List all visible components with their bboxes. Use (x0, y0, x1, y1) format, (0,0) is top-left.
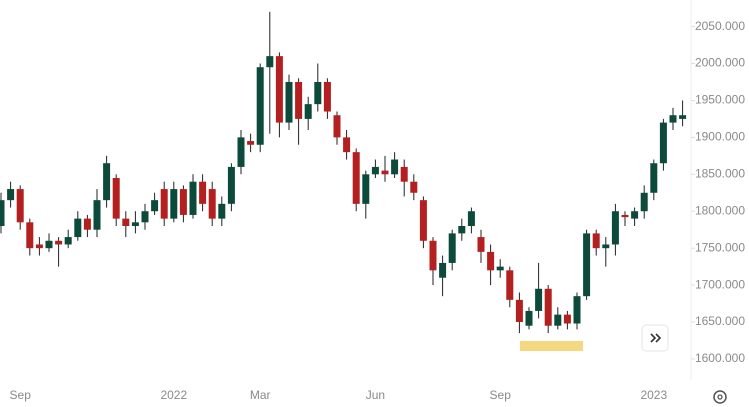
candle-body (544, 288, 552, 326)
candle-body (83, 218, 91, 230)
candle-body (160, 189, 168, 219)
candle-body (631, 211, 639, 219)
y-tick-label: 1700.000 (695, 277, 745, 291)
candle-body (333, 115, 341, 138)
candle-body (343, 137, 351, 153)
candle-body (410, 181, 418, 193)
candle-body (7, 189, 15, 201)
candle-body (247, 141, 255, 145)
candle-body (458, 226, 466, 234)
candle-body (26, 222, 34, 249)
x-tick-label: Mar (250, 388, 271, 402)
candle-body (448, 233, 456, 263)
x-tick-label: Sep (490, 388, 512, 402)
candle-body (275, 56, 283, 123)
gear-center (717, 394, 723, 400)
candle-body (0, 200, 5, 227)
candle-body (592, 233, 600, 249)
candle-body (112, 177, 120, 219)
y-tick-label: 1850.000 (695, 166, 745, 180)
candle-body (573, 296, 581, 324)
candle-body (323, 81, 331, 112)
y-tick-label: 1900.000 (695, 130, 745, 144)
y-tick-label: 2000.000 (695, 56, 745, 70)
candle-body (151, 200, 159, 212)
candle-body (266, 56, 274, 68)
candle-body (381, 170, 389, 175)
candle-body (554, 314, 562, 326)
candle-body (35, 244, 43, 249)
candle-body (237, 137, 245, 167)
candle-body (640, 192, 648, 212)
candle-body (170, 189, 178, 219)
candle-body (621, 214, 629, 218)
candle-body (256, 67, 264, 145)
candle-body (477, 237, 485, 252)
candle-body (679, 115, 687, 119)
candle-body (103, 163, 111, 201)
candle-body (467, 211, 475, 227)
candle-body (535, 288, 543, 311)
candle-body (650, 163, 658, 193)
candle-body (506, 270, 514, 300)
x-tick-label: Jun (366, 388, 385, 402)
candle-body (439, 262, 447, 278)
y-tick-label: 1600.000 (695, 351, 745, 365)
candle-body (487, 251, 495, 271)
y-tick-label: 2050.000 (695, 19, 745, 33)
highlight (520, 341, 583, 351)
candle-body (525, 310, 533, 326)
candle-body (362, 174, 370, 204)
candle-body (352, 152, 360, 204)
candle-body (429, 240, 437, 271)
candle-body (45, 240, 53, 249)
y-tick-label: 1950.000 (695, 93, 745, 107)
candle-body (304, 104, 312, 119)
candle-body (55, 240, 63, 245)
candle-body (391, 159, 399, 175)
candle-body (659, 122, 667, 164)
candle-body (563, 314, 571, 324)
candle-body (16, 189, 24, 223)
candle-body (208, 189, 216, 219)
candle-body (295, 81, 303, 119)
candle-body (669, 115, 677, 123)
button-icon (650, 333, 662, 343)
candle-body (285, 81, 293, 123)
candle-body (314, 81, 322, 105)
scroll-button[interactable] (641, 324, 669, 352)
settings-button[interactable] (713, 390, 727, 404)
candle-body (131, 222, 139, 227)
x-tick-label: Sep (10, 388, 32, 402)
candle-body (400, 166, 408, 182)
y-tick-label: 1800.000 (695, 203, 745, 217)
candle-body (602, 244, 610, 249)
candle-body (74, 218, 82, 238)
y-tick-label: 1650.000 (695, 314, 745, 328)
candle-body (64, 237, 72, 245)
candle-body (611, 211, 619, 245)
candle-body (93, 200, 101, 230)
candle-body (419, 200, 427, 241)
candle-body (199, 181, 207, 204)
candle-body (515, 299, 523, 323)
candle-body (189, 181, 197, 215)
y-tick-label: 1750.000 (695, 240, 745, 254)
candle-body (496, 266, 504, 271)
candle-body (179, 189, 187, 215)
candle-body (141, 211, 149, 223)
candle-body (218, 203, 226, 219)
x-tick-label: 2022 (160, 388, 187, 402)
candle-body (227, 166, 235, 204)
candle-body (371, 166, 379, 175)
candle-body (122, 218, 130, 227)
candle-body (583, 233, 591, 297)
gear[interactable] (713, 390, 727, 404)
x-tick-label: 2023 (640, 388, 667, 402)
